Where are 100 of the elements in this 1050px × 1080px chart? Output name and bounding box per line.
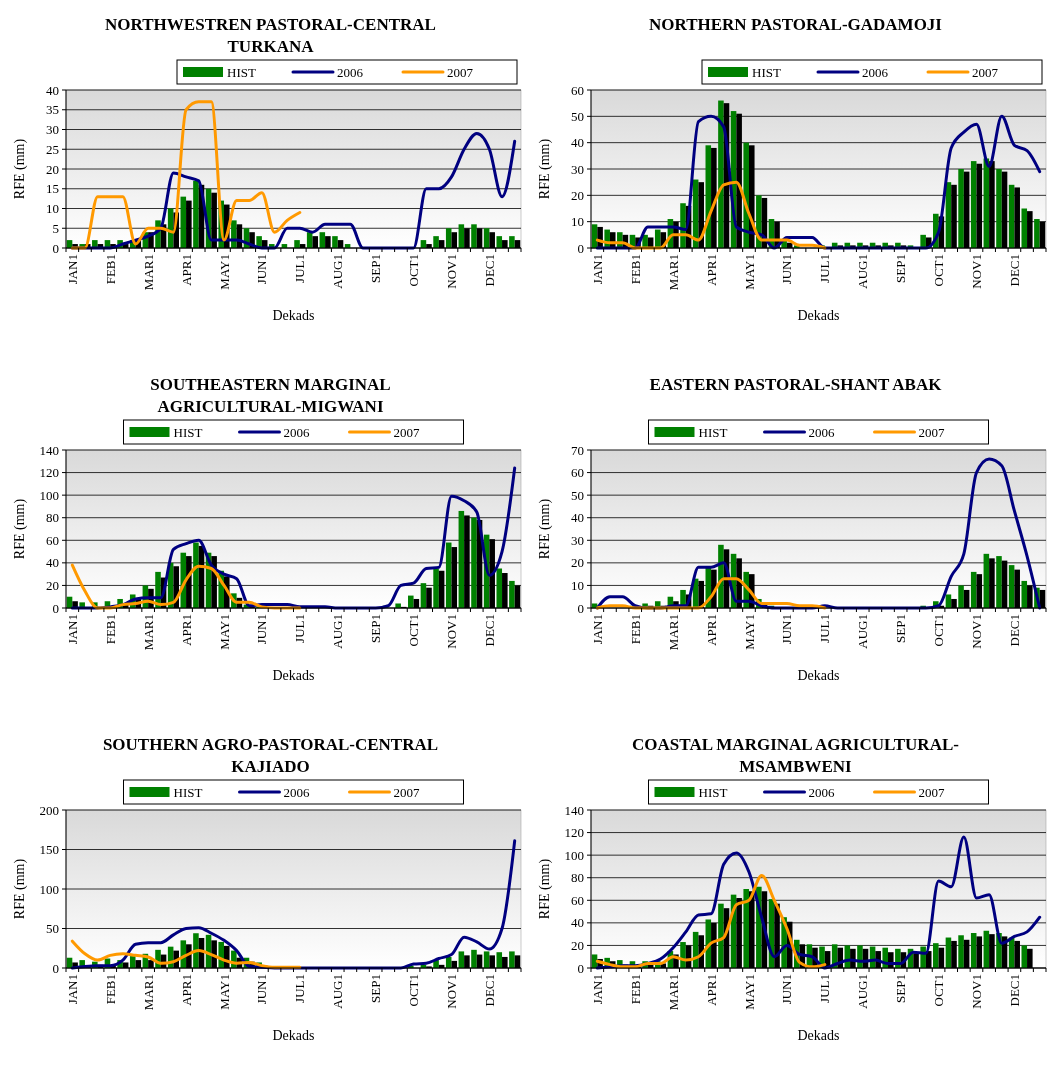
y-tick-label: 30	[46, 122, 59, 138]
x-tick-label: NOV1	[969, 974, 985, 1009]
x-tick-label: MAY1	[216, 254, 232, 290]
y-tick-label: 60	[46, 532, 59, 548]
y-tick-label: 50	[46, 921, 59, 937]
legend-label: 2006	[337, 64, 364, 80]
x-tick-label: MAR1	[140, 614, 156, 651]
y-tick-label: 25	[46, 141, 59, 157]
chart-title: NORTHERN PASTORAL-GADAMOJI	[649, 15, 943, 34]
y-tick-label: 35	[46, 102, 59, 118]
x-axis-title: Dekads	[272, 668, 315, 683]
x-tick-label: DEC1	[481, 974, 497, 1007]
x-tick-label: MAR1	[665, 614, 681, 651]
x-tick-label: AUG1	[330, 974, 346, 1009]
x-tick-label: AUG1	[855, 974, 871, 1009]
y-tick-label: 20	[571, 555, 584, 571]
x-tick-label: JUN1	[779, 974, 795, 1005]
legend-label: HIST	[698, 424, 728, 440]
y-tick-label: 0	[52, 960, 59, 976]
x-axis-title: Dekads	[797, 668, 840, 683]
x-tick-label: FEB1	[627, 614, 643, 645]
y-axis-title: RFE (mm)	[537, 498, 553, 560]
x-tick-label: JUL1	[292, 614, 308, 643]
y-axis-title: RFE (mm)	[537, 138, 553, 200]
x-tick-label: FEB1	[102, 614, 118, 645]
x-tick-label: JAN1	[589, 614, 605, 645]
legend-label: 2007	[972, 64, 999, 80]
x-tick-label: SEP1	[893, 974, 909, 1003]
y-tick-label: 100	[39, 487, 59, 503]
x-tick-label: OCT1	[406, 614, 422, 647]
y-tick-label: 100	[564, 847, 584, 863]
legend-label: HIST	[752, 64, 781, 80]
legend-label: 2006	[283, 424, 310, 440]
x-tick-label: JUL1	[817, 974, 833, 1003]
x-tick-label: JUN1	[779, 614, 795, 645]
legend-label: HIST	[698, 784, 728, 800]
y-tick-label: 140	[564, 802, 584, 818]
y-tick-label: 60	[571, 82, 584, 98]
x-tick-label: JUL1	[817, 614, 833, 643]
x-tick-label: MAR1	[140, 974, 156, 1011]
y-tick-label: 30	[571, 161, 584, 177]
x-tick-label: APR1	[178, 974, 194, 1006]
y-tick-label: 5	[52, 220, 59, 236]
x-tick-label: NOV1	[969, 254, 985, 289]
x-tick-label: OCT1	[406, 974, 422, 1007]
legend-label: 2007	[918, 424, 945, 440]
x-tick-label: NOV1	[444, 974, 460, 1009]
x-tick-label: JUN1	[254, 974, 270, 1005]
x-tick-label: SEP1	[368, 254, 384, 283]
legend-label: 2006	[862, 64, 889, 80]
x-tick-label: MAY1	[741, 974, 757, 1010]
x-tick-label: OCT1	[406, 254, 422, 287]
chart-title: SOUTHEASTERN MARGINAL AGRICULTURAL-MIGWANI	[150, 375, 391, 416]
x-tick-label: DEC1	[481, 614, 497, 647]
y-tick-label: 70	[571, 442, 584, 458]
y-tick-label: 0	[577, 960, 584, 976]
y-tick-label: 20	[571, 187, 584, 203]
y-tick-label: 60	[571, 465, 584, 481]
y-axis-title: RFE (mm)	[12, 138, 28, 200]
x-tick-label: SEP1	[893, 614, 909, 643]
x-tick-label: APR1	[703, 614, 719, 646]
x-tick-label: MAY1	[216, 974, 232, 1010]
x-tick-label: JUL1	[817, 254, 833, 283]
x-tick-label: JUL1	[292, 254, 308, 283]
x-tick-label: APR1	[178, 254, 194, 286]
x-tick-label: DEC1	[1006, 614, 1022, 647]
x-tick-label: OCT1	[931, 254, 947, 287]
x-tick-label: JAN1	[64, 254, 80, 285]
x-tick-label: AUG1	[330, 614, 346, 649]
legend-label: 2006	[808, 784, 835, 800]
legend-label: HIST	[173, 784, 203, 800]
x-axis-title: Dekads	[797, 308, 840, 323]
y-tick-label: 120	[39, 465, 59, 481]
x-tick-label: JAN1	[589, 974, 605, 1005]
x-tick-label: FEB1	[102, 254, 118, 285]
x-tick-label: MAY1	[741, 614, 757, 650]
x-tick-label: AUG1	[855, 254, 871, 289]
legend-label: HIST	[227, 64, 256, 80]
x-tick-label: MAR1	[665, 254, 681, 291]
x-tick-label: APR1	[703, 974, 719, 1006]
y-tick-label: 40	[571, 510, 584, 526]
y-tick-label: 0	[577, 240, 584, 256]
y-tick-label: 30	[571, 532, 584, 548]
x-tick-label: JUN1	[254, 614, 270, 645]
y-tick-label: 120	[564, 825, 584, 841]
x-axis-title: Dekads	[272, 1028, 315, 1043]
legend-label: 2006	[283, 784, 310, 800]
y-axis-title: RFE (mm)	[537, 858, 553, 920]
x-tick-label: JAN1	[64, 974, 80, 1005]
y-tick-label: 40	[571, 915, 584, 931]
x-tick-label: SEP1	[368, 614, 384, 643]
legend-label: 2006	[808, 424, 835, 440]
chart-title: COASTAL MARGINAL AGRICULTURAL-MSAMBWENI	[632, 735, 960, 776]
x-tick-label: APR1	[703, 254, 719, 286]
x-tick-label: NOV1	[444, 614, 460, 649]
legend-label: 2007	[918, 784, 945, 800]
x-tick-label: AUG1	[855, 614, 871, 649]
x-axis-title: Dekads	[272, 308, 315, 323]
x-tick-label: FEB1	[627, 974, 643, 1005]
y-tick-label: 0	[52, 600, 59, 616]
